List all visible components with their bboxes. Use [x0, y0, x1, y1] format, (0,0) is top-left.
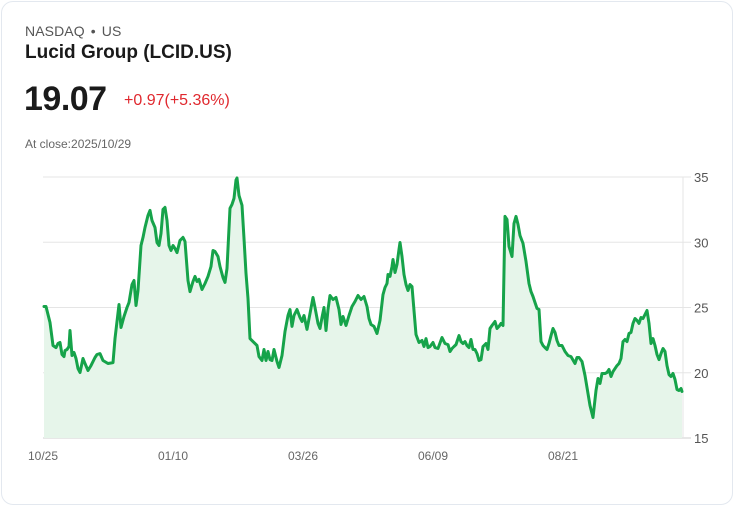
x-tick-label: 10/25 [28, 449, 58, 463]
exchange-line: NASDAQ • US [25, 23, 121, 39]
current-price: 19.07 [24, 80, 107, 118]
close-timestamp: At close:2025/10/29 [25, 137, 132, 151]
y-axis: 35 30 25 20 15 [694, 170, 708, 446]
x-tick-label: 03/26 [288, 449, 318, 463]
separator-dot: • [90, 23, 96, 39]
y-tick-label: 35 [694, 170, 708, 185]
y-tick-label: 30 [694, 235, 708, 250]
price-line[interactable] [42, 176, 684, 419]
exchange-label: NASDAQ [25, 23, 85, 39]
y-tick-label: 25 [694, 301, 708, 316]
x-tick-label: 01/10 [158, 449, 188, 463]
x-axis: 10/25 01/10 03/26 06/09 08/21 [28, 449, 578, 463]
region-label: US [101, 23, 122, 39]
price-change: +0.97(+5.36%) [124, 92, 230, 109]
y-tick-label: 20 [694, 366, 708, 381]
y-tick-label: 15 [694, 431, 708, 446]
stock-name: Lucid Group (LCID.US) [25, 42, 232, 63]
x-tick-label: 06/09 [418, 449, 448, 463]
x-tick-label: 08/21 [548, 449, 578, 463]
